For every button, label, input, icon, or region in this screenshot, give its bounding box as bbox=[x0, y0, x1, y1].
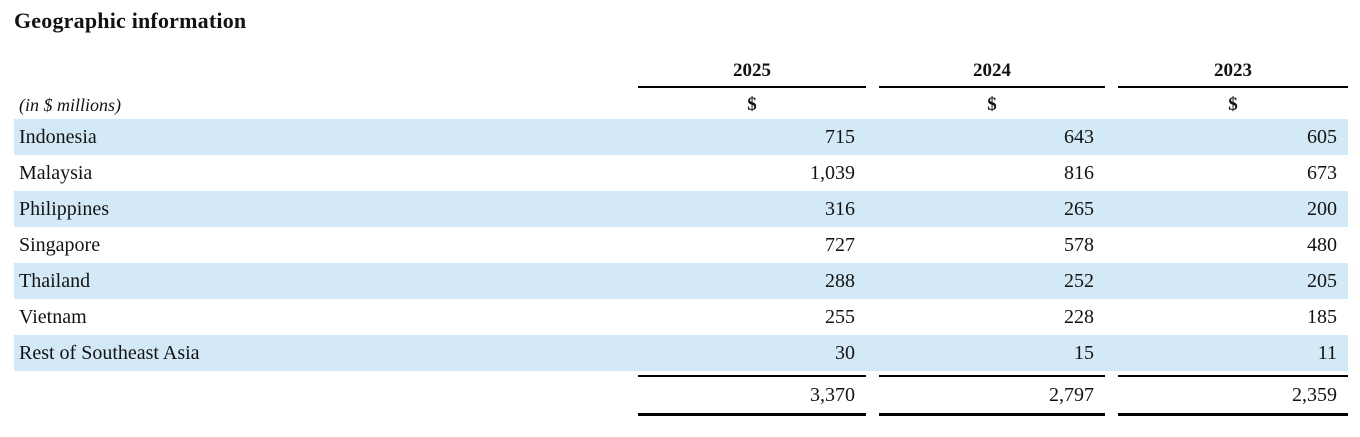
page-title: Geographic information bbox=[14, 8, 247, 33]
currency-symbol-2025: $ bbox=[747, 94, 757, 115]
total-row: 3,370 2,797 2,359 bbox=[14, 375, 1348, 416]
table-row-indonesia: Indonesia 715 643 605 bbox=[14, 119, 1348, 155]
value-cell: 316 bbox=[825, 198, 855, 220]
total-value-2023: 2,359 bbox=[1118, 375, 1348, 416]
year-header-2023: 2023 bbox=[1118, 55, 1348, 88]
value-cell: 1,039 bbox=[810, 162, 855, 184]
row-label: Malaysia bbox=[19, 162, 93, 184]
value-cell: 265 bbox=[1064, 198, 1094, 220]
currency-header-row: (in $ millions) $ $ $ bbox=[14, 88, 1348, 119]
unit-note: (in $ millions) bbox=[19, 95, 121, 115]
value-cell: 727 bbox=[825, 234, 855, 256]
total-spacer bbox=[14, 375, 638, 416]
value-cell: 605 bbox=[1307, 126, 1337, 148]
table-row-philippines: Philippines 316 265 200 bbox=[14, 191, 1348, 227]
table-row-singapore: Singapore 727 578 480 bbox=[14, 227, 1348, 263]
value-cell: 255 bbox=[825, 306, 855, 328]
value-cell: 205 bbox=[1307, 270, 1337, 292]
table-row-malaysia: Malaysia 1,039 816 673 bbox=[14, 155, 1348, 191]
value-cell: 578 bbox=[1064, 234, 1094, 256]
geographic-information-table: 2025 2024 2023 (in $ millions) $ $ $ Ind… bbox=[14, 55, 1348, 416]
value-cell: 643 bbox=[1064, 126, 1094, 148]
table-row-rest-of-southeast-asia: Rest of Southeast Asia 30 15 11 bbox=[14, 335, 1348, 371]
year-header-row: 2025 2024 2023 bbox=[14, 55, 1348, 88]
table-row-vietnam: Vietnam 255 228 185 bbox=[14, 299, 1348, 335]
row-label: Rest of Southeast Asia bbox=[19, 342, 200, 364]
total-value-2025: 3,370 bbox=[638, 375, 866, 416]
year-header-2025: 2025 bbox=[638, 55, 866, 88]
row-label: Vietnam bbox=[19, 306, 87, 328]
value-cell: 480 bbox=[1307, 234, 1337, 256]
value-cell: 200 bbox=[1307, 198, 1337, 220]
value-cell: 816 bbox=[1064, 162, 1094, 184]
row-label: Singapore bbox=[19, 234, 101, 256]
year-header-2024: 2024 bbox=[879, 55, 1105, 88]
value-cell: 11 bbox=[1317, 342, 1337, 364]
value-cell: 715 bbox=[825, 126, 855, 148]
row-label: Indonesia bbox=[19, 126, 97, 148]
table-row-thailand: Thailand 288 252 205 bbox=[14, 263, 1348, 299]
value-cell: 30 bbox=[835, 342, 855, 364]
value-cell: 228 bbox=[1064, 306, 1094, 328]
value-cell: 288 bbox=[825, 270, 855, 292]
value-cell: 252 bbox=[1064, 270, 1094, 292]
total-value-2024: 2,797 bbox=[879, 375, 1105, 416]
value-cell: 15 bbox=[1074, 342, 1094, 364]
currency-symbol-2024: $ bbox=[987, 94, 997, 115]
header-spacer bbox=[14, 55, 638, 88]
row-label: Philippines bbox=[19, 198, 110, 220]
value-cell: 185 bbox=[1307, 306, 1337, 328]
currency-symbol-2023: $ bbox=[1228, 94, 1238, 115]
row-label: Thailand bbox=[19, 270, 91, 292]
value-cell: 673 bbox=[1307, 162, 1337, 184]
